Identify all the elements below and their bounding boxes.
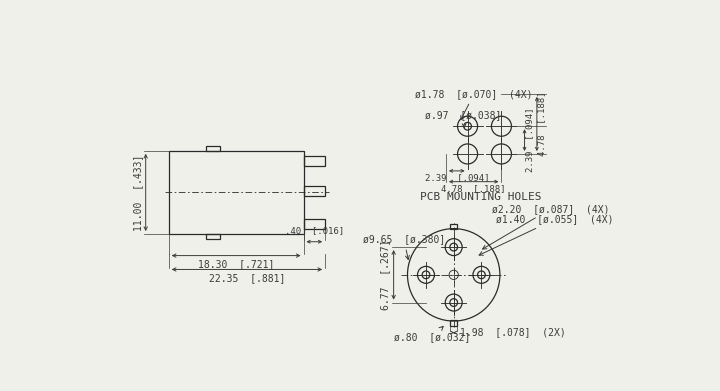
- Text: 4.78  [.188]: 4.78 [.188]: [537, 91, 546, 156]
- Bar: [207, 146, 220, 151]
- Text: PCB MOUNTING HOLES: PCB MOUNTING HOLES: [420, 192, 541, 203]
- Text: 2.39  [.094]: 2.39 [.094]: [425, 173, 489, 182]
- Text: ø1.40  [ø.055]  (4X): ø1.40 [ø.055] (4X): [479, 215, 613, 255]
- Bar: [450, 320, 457, 326]
- Text: ø.80  [ø.032]: ø.80 [ø.032]: [394, 326, 470, 342]
- Text: ø2.20  [ø.087]  (4X): ø2.20 [ø.087] (4X): [482, 204, 610, 249]
- Bar: [304, 156, 325, 166]
- Bar: [450, 224, 457, 230]
- Text: 11.00  [.433]: 11.00 [.433]: [132, 154, 143, 231]
- Bar: [168, 151, 304, 234]
- Text: 18.30  [.721]: 18.30 [.721]: [198, 260, 274, 269]
- Text: ø1.78  [ø.070]  (4X): ø1.78 [ø.070] (4X): [415, 89, 533, 120]
- Bar: [207, 234, 220, 239]
- Text: .40  [.016]: .40 [.016]: [285, 226, 344, 235]
- Text: ø9.65  [ø.380]: ø9.65 [ø.380]: [363, 235, 445, 260]
- Text: 2.39  [.094]: 2.39 [.094]: [525, 108, 534, 172]
- Text: ø.97  [ø.038]: ø.97 [ø.038]: [426, 111, 502, 127]
- Bar: [304, 185, 325, 196]
- Text: 4.78  [.188]: 4.78 [.188]: [441, 184, 506, 193]
- Text: 22.35  [.881]: 22.35 [.881]: [209, 273, 285, 283]
- Text: 6.77  [.267]: 6.77 [.267]: [381, 240, 390, 310]
- Text: 1.98  [.078]  (2X): 1.98 [.078] (2X): [460, 328, 566, 337]
- Bar: [304, 219, 325, 229]
